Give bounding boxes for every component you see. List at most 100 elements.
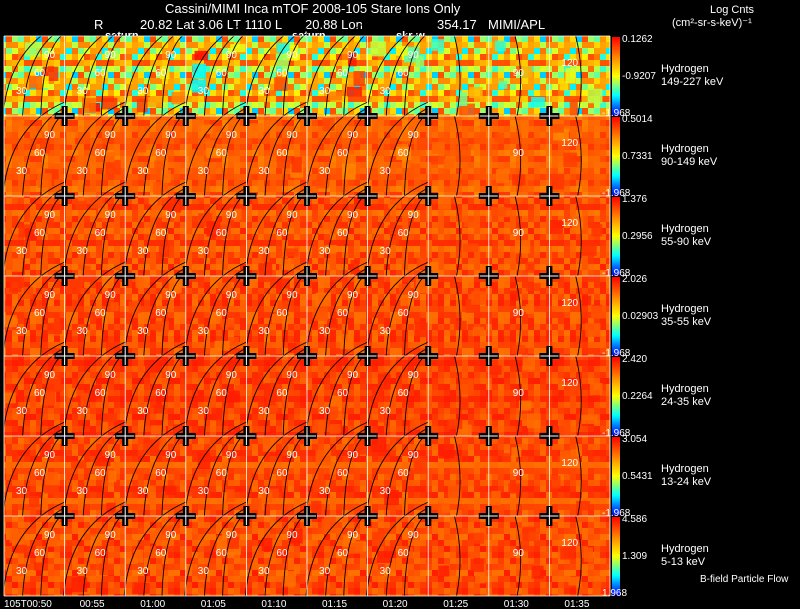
contour-value-label: 60 — [337, 148, 349, 159]
cell-blotch — [340, 334, 354, 350]
cell-blotch — [549, 124, 564, 133]
cell-blotch — [522, 357, 536, 371]
contour-line — [184, 501, 247, 597]
cell-blotch — [502, 453, 512, 463]
cell-blotch — [148, 196, 158, 205]
contour-line — [82, 347, 126, 437]
cell-blotch — [153, 181, 164, 195]
cell-blotch — [518, 400, 532, 411]
contour-value-label: 60 — [34, 308, 46, 319]
contour-value-label: 90 — [407, 530, 419, 541]
cell-background — [64, 196, 126, 276]
contour-value-label: 90 — [512, 148, 524, 159]
cell-blotch — [107, 526, 119, 538]
contour-value-label: 90 — [286, 50, 298, 61]
image-cell — [428, 195, 489, 277]
contour-line — [244, 181, 308, 277]
cell-blotch — [491, 490, 501, 506]
colorbar-min-label: -1.968 — [602, 508, 631, 519]
contour-line — [63, 341, 126, 437]
contour-value-label: 30 — [319, 246, 331, 257]
cell-blotch — [94, 456, 111, 467]
cell-blotch — [276, 278, 290, 289]
cell-blotch — [494, 40, 506, 52]
contour-value-label: 60 — [215, 228, 227, 239]
image-cell — [305, 421, 370, 517]
contour-line — [325, 187, 368, 277]
cell-blotch — [194, 50, 209, 61]
contour-value-label: 90 — [512, 228, 524, 239]
contour-value-label: 90 — [165, 370, 177, 381]
cell-background — [64, 116, 126, 196]
cell-blotch — [568, 576, 582, 586]
cross-marker — [297, 346, 317, 366]
cell-blotch — [512, 174, 526, 186]
cell-blotch — [519, 540, 530, 551]
image-cell — [428, 275, 489, 357]
cell-blotch — [261, 537, 273, 552]
image-cell — [549, 355, 610, 437]
cell-blotch — [430, 155, 446, 165]
cell-blotch — [46, 537, 58, 547]
contour-value-label: 120 — [561, 458, 579, 469]
cell-blotch — [226, 390, 240, 403]
contour-line — [325, 507, 368, 597]
image-cell — [123, 501, 187, 597]
contour-value-label: 90 — [225, 370, 237, 381]
contour-line — [100, 33, 126, 117]
contour-line — [385, 507, 429, 597]
contour-value-label: 90 — [347, 210, 359, 221]
cell-blotch — [24, 42, 41, 57]
contour-value-label: 60 — [215, 308, 227, 319]
contour-value-label: 120 — [561, 378, 579, 389]
cell-blotch — [165, 485, 177, 496]
cell-blotch — [326, 318, 338, 328]
contour-line — [454, 355, 461, 437]
contour-line — [575, 35, 582, 117]
contour-line — [2, 21, 65, 117]
cross-marker — [236, 106, 257, 126]
image-cell — [184, 341, 247, 437]
channel-species-label: Hydrogen — [661, 63, 709, 75]
contour-value-label: 60 — [337, 388, 349, 399]
cell-blotch — [266, 390, 276, 406]
contour-line — [22, 107, 65, 197]
cell-blotch — [354, 443, 370, 455]
cell-blotch — [348, 52, 357, 67]
image-cell — [305, 501, 368, 597]
contour-value-label: 120 — [561, 298, 579, 309]
image-cell — [63, 341, 126, 437]
contour-line — [366, 101, 429, 197]
cross-marker — [175, 346, 196, 366]
cell-blotch — [197, 453, 211, 469]
cell-blotch — [455, 146, 471, 162]
contour-line — [2, 341, 65, 437]
cell-blotch — [559, 80, 569, 91]
contour-value-label: 90 — [407, 290, 419, 301]
contour-line — [82, 267, 126, 357]
contour-value-label: 60 — [337, 548, 349, 559]
cell-blotch — [80, 392, 89, 407]
cell-blotch — [81, 97, 96, 114]
contour-value-label: 30 — [137, 326, 149, 337]
contour-line — [264, 107, 308, 197]
image-cell — [123, 341, 187, 439]
channel-energy-label: 35-55 keV — [661, 316, 712, 328]
cell-blotch — [45, 169, 59, 180]
cell-blotch — [131, 139, 147, 153]
contour-line — [366, 181, 429, 277]
cell-blotch — [508, 483, 522, 494]
cell-blotch — [581, 295, 592, 306]
image-cell — [244, 421, 308, 517]
contour-line — [325, 347, 368, 437]
contour-value-label: 90 — [286, 370, 298, 381]
contour-line — [325, 267, 368, 357]
image-cell — [2, 21, 65, 117]
image-cell — [2, 341, 65, 437]
cell-blotch — [33, 562, 49, 571]
cross-marker — [236, 346, 257, 366]
image-cell — [549, 435, 610, 517]
cell-blotch — [399, 129, 411, 142]
contour-value-label: 60 — [94, 308, 106, 319]
cell-blotch — [211, 380, 220, 393]
